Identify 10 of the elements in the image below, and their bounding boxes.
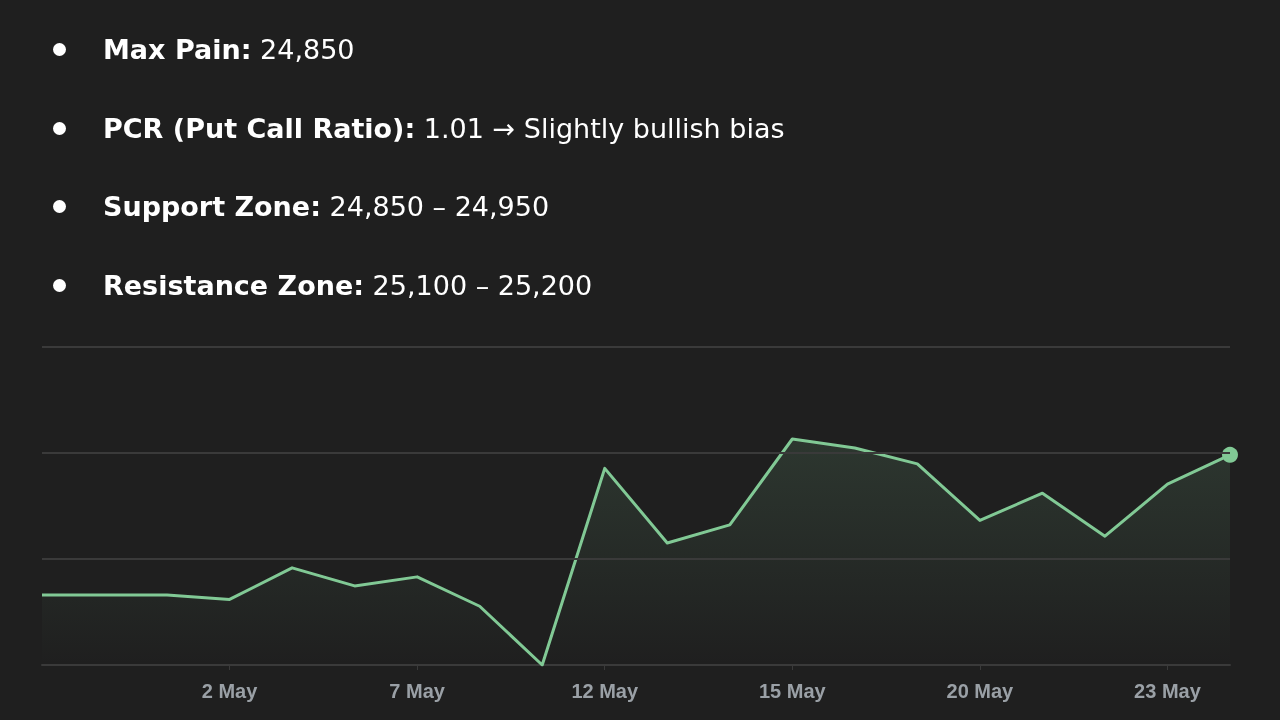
x-tick-label: 7 May xyxy=(389,680,446,702)
x-tick-label: 2 May xyxy=(201,680,259,702)
text: PCR (Put Call Ratio): 1.01 → Slightly bullish bias xyxy=(103,112,785,144)
text: Max Pain: 24,850 xyxy=(103,34,355,65)
x-tick-label: 15 May xyxy=(758,680,827,702)
x-tick-label: 23 May xyxy=(1134,680,1202,702)
x-tick-label: 20 May xyxy=(946,680,1015,702)
text: Support Zone: 24,850 – 24,950 xyxy=(103,191,550,222)
text: Resistance Zone: 25,100 – 25,200 xyxy=(103,269,593,301)
x-tick-label: 12 May xyxy=(571,680,639,702)
